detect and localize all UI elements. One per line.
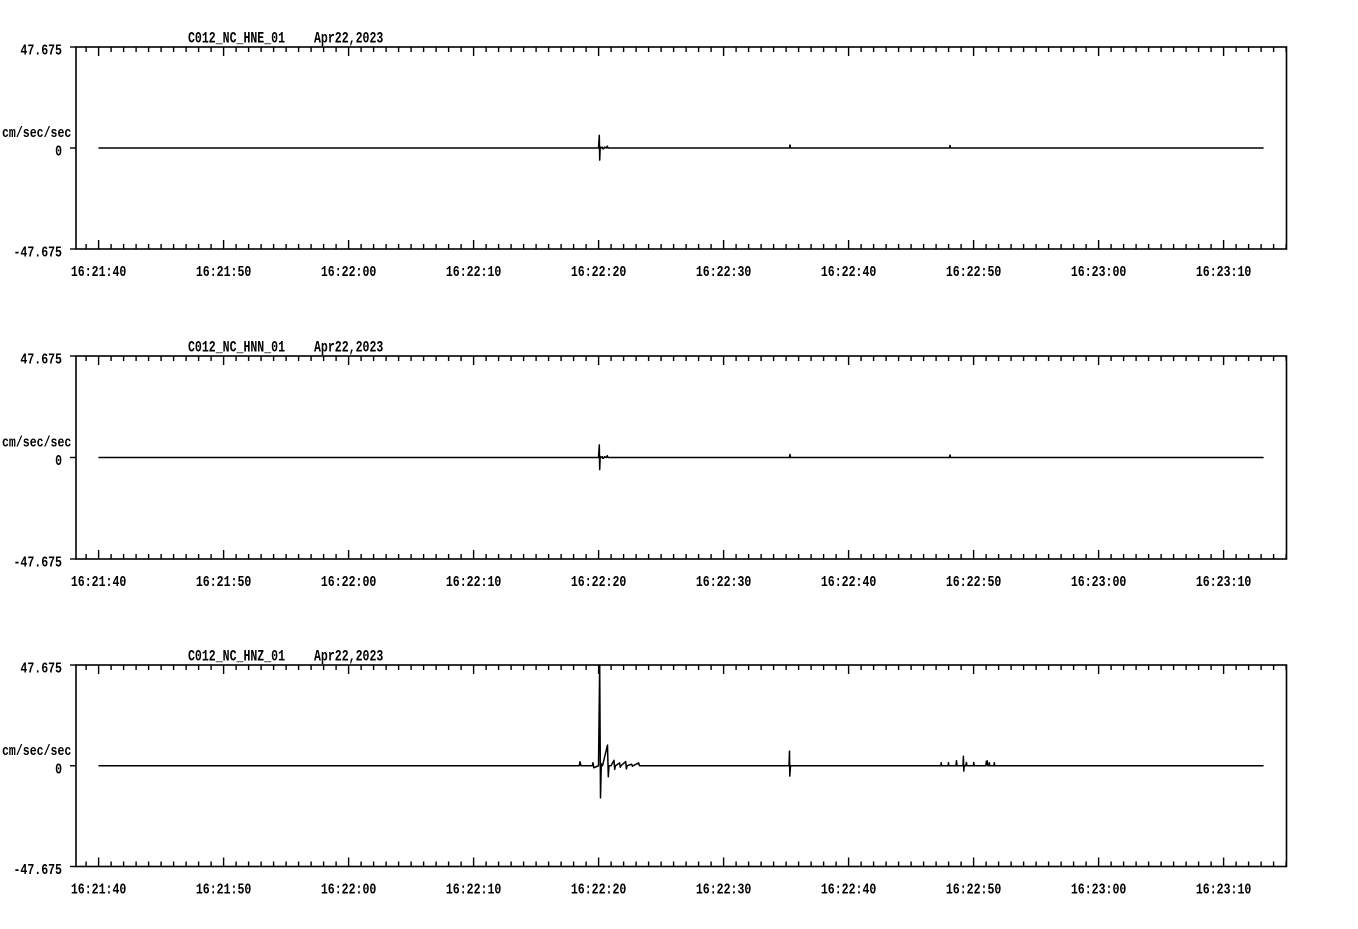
svg-text:-47.675: -47.675 — [13, 246, 62, 262]
svg-text:cm/sec/sec: cm/sec/sec — [2, 744, 71, 760]
svg-text:Apr22,2023: Apr22,2023 — [314, 339, 383, 357]
svg-text:16:22:10: 16:22:10 — [446, 575, 501, 591]
svg-text:16:22:00: 16:22:00 — [321, 883, 376, 899]
svg-text:16:22:50: 16:22:50 — [946, 575, 1001, 591]
svg-text:16:23:10: 16:23:10 — [1196, 265, 1251, 281]
svg-text:Apr22,2023: Apr22,2023 — [314, 648, 383, 666]
svg-text:0: 0 — [55, 145, 62, 161]
svg-text:16:22:40: 16:22:40 — [821, 265, 876, 281]
svg-text:16:21:40: 16:21:40 — [71, 575, 126, 591]
svg-text:16:22:20: 16:22:20 — [571, 265, 626, 281]
svg-text:Apr22,2023: Apr22,2023 — [314, 30, 383, 48]
svg-text:16:23:00: 16:23:00 — [1071, 265, 1126, 281]
svg-text:47.675: 47.675 — [20, 662, 62, 678]
svg-text:16:21:50: 16:21:50 — [196, 883, 251, 899]
svg-text:16:23:10: 16:23:10 — [1196, 883, 1251, 899]
svg-text:16:22:30: 16:22:30 — [696, 265, 751, 281]
svg-text:-47.675: -47.675 — [13, 863, 62, 879]
svg-text:0: 0 — [55, 454, 62, 470]
svg-text:cm/sec/sec: cm/sec/sec — [2, 436, 71, 452]
svg-text:16:22:00: 16:22:00 — [321, 265, 376, 281]
svg-text:16:22:10: 16:22:10 — [446, 883, 501, 899]
svg-text:16:23:10: 16:23:10 — [1196, 575, 1251, 591]
svg-text:16:22:40: 16:22:40 — [821, 575, 876, 591]
svg-text:C012_NC_HNZ_01: C012_NC_HNZ_01 — [188, 648, 285, 666]
svg-text:47.675: 47.675 — [20, 353, 62, 369]
svg-text:16:21:40: 16:21:40 — [71, 265, 126, 281]
svg-text:16:22:50: 16:22:50 — [946, 883, 1001, 899]
svg-text:16:23:00: 16:23:00 — [1071, 883, 1126, 899]
svg-text:47.675: 47.675 — [20, 44, 62, 60]
svg-text:16:22:00: 16:22:00 — [321, 575, 376, 591]
svg-text:16:22:20: 16:22:20 — [571, 883, 626, 899]
svg-text:16:21:50: 16:21:50 — [196, 265, 251, 281]
svg-text:16:22:40: 16:22:40 — [821, 883, 876, 899]
svg-text:-47.675: -47.675 — [13, 556, 62, 572]
svg-text:C012_NC_HNE_01: C012_NC_HNE_01 — [188, 30, 285, 48]
svg-text:cm/sec/sec: cm/sec/sec — [2, 126, 71, 142]
svg-text:0: 0 — [55, 762, 62, 778]
svg-text:16:23:00: 16:23:00 — [1071, 575, 1126, 591]
svg-text:16:22:50: 16:22:50 — [946, 265, 1001, 281]
svg-text:C012_NC_HNN_01: C012_NC_HNN_01 — [188, 339, 285, 357]
svg-text:16:21:50: 16:21:50 — [196, 575, 251, 591]
svg-text:16:22:30: 16:22:30 — [696, 575, 751, 591]
svg-text:16:22:10: 16:22:10 — [446, 265, 501, 281]
svg-text:16:22:20: 16:22:20 — [571, 575, 626, 591]
svg-text:16:21:40: 16:21:40 — [71, 883, 126, 899]
svg-text:16:22:30: 16:22:30 — [696, 883, 751, 899]
